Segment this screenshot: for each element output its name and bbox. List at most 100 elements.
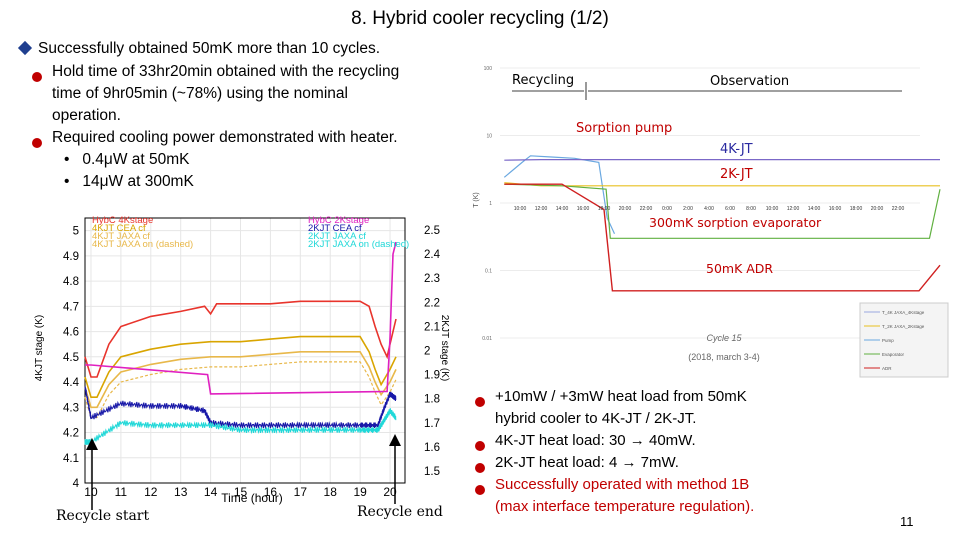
legend-item-1: T_2K JAXA_2Kstage	[882, 324, 925, 329]
right-x-tick-label: 12:00	[787, 206, 800, 212]
right-plot-series	[503, 155, 941, 292]
dot-bullet-icon	[32, 138, 42, 148]
right-y-tick-label: 100	[484, 66, 493, 72]
left-y2-tick-label: 1.5	[424, 466, 440, 478]
bullet-bottom-4: Successfully operated with method 1B (ma…	[475, 474, 755, 518]
left-x-tick-label: 10	[84, 485, 98, 499]
dot-bullet-icon	[475, 397, 485, 407]
bullet-sub1: Hold time of 33hr20min obtained with the…	[32, 61, 400, 127]
left-y-tick-label: 4.9	[63, 251, 79, 263]
right-plot-legend: T_4K JAXA_4Kstage T_2K JAXA_2Kstage Pump…	[859, 302, 949, 378]
cycle-date: (2018, march 3-4)	[688, 352, 760, 362]
left-y2-tick-label: 1.8	[424, 394, 440, 406]
bullet-sub1-line2: time of 9hr05min (~78%) using the nomina…	[52, 85, 348, 102]
bullet-sub2b-text: 14μW at 300mK	[82, 173, 194, 190]
dot-bullet-icon	[475, 485, 485, 495]
right-x-tick-label: 16:00	[829, 206, 842, 212]
left-x-tick-label: 20	[383, 485, 397, 499]
left-x-tick-label: 17	[294, 485, 308, 499]
bullet-sub1-line3: operation.	[52, 107, 121, 124]
right-series-evaporator	[504, 183, 941, 239]
left-y-tick-label: 4	[73, 478, 80, 490]
left-y2-tick-label: 2	[424, 346, 430, 358]
left-series-hybc-2kstage	[85, 241, 397, 395]
left-y2-tick-label: 1.9	[424, 370, 440, 382]
legend-left-0: HybC 4Kstage	[92, 215, 153, 226]
left-y2-tick-label: 1.7	[424, 418, 440, 430]
label-sorption-pump: Sorption pump	[576, 121, 673, 136]
left-series-2kjt-jaxa-cf	[84, 408, 397, 445]
right-x-tick-label: 0:00	[662, 206, 672, 212]
bullet-bottom-1-line1: +10mW / +3mW heat load from 50mK	[495, 388, 747, 405]
bullet-bottom-1-line2: hybrid cooler to 4K-JT / 2K-JT.	[495, 410, 697, 427]
bullet-bottom-3: 2K-JT heat load: 4 → 7mW.	[475, 452, 679, 474]
legend-left-1: 4KJT CEA cf	[92, 223, 146, 234]
left-y-tick-label: 4.4	[63, 377, 80, 389]
bullet-bottom-3-text: 2K-JT heat load: 4 → 7mW.	[495, 454, 679, 471]
left-y-tick-label: 4.5	[63, 352, 79, 364]
right-x-tick-label: 22:00	[640, 206, 653, 212]
bullet-main-text: Successfully obtained 50mK more than 10 …	[38, 40, 381, 57]
bullet-main: Successfully obtained 50mK more than 10 …	[17, 38, 381, 60]
left-y-tick-label: 4.8	[63, 276, 79, 288]
right-x-tick-label: 20:00	[619, 206, 632, 212]
right-x-tick-label: 16:00	[577, 206, 590, 212]
left-y-tick-label: 4.6	[63, 327, 79, 339]
label-evaporator: 300mK sorption evaporator	[649, 215, 822, 230]
left-y2-tick-label: 2.2	[424, 297, 440, 309]
bullet-sub1-line1: Hold time of 33hr20min obtained with the…	[52, 63, 400, 80]
left-plot-ylabel: 4KJT stage (K)	[34, 315, 45, 382]
right-x-tick-label: 22:00	[892, 206, 905, 212]
right-x-tick-label: 18:00	[598, 206, 611, 212]
dot-bullet-icon	[32, 72, 42, 82]
cycle-15-plot: 100 10 1 0.1 0.01 10:00 12:00 14:00 16:00 18:00 20…	[472, 60, 952, 380]
left-y2-tick-label: 2.4	[424, 249, 441, 261]
right-plot-ticks: 100 10 1 0.1 0.01 10:00 12:00 14:00 16:00 18:00 20…	[482, 66, 904, 342]
right-plot-grid	[500, 67, 920, 339]
bullet-bottom-4-line2: (max interface temperature regulation).	[495, 498, 755, 515]
right-x-tick-label: 12:00	[535, 206, 548, 212]
legend-item-4: ADR	[882, 366, 892, 371]
right-series-4k-jt	[504, 159, 940, 161]
left-y-tick-label: 4.3	[63, 402, 79, 414]
caption-recycle-start: Recycle start	[56, 508, 150, 524]
left-series-4kjt-jaxa-cf	[84, 351, 397, 409]
left-y2-tick-label: 2.3	[424, 273, 440, 285]
cycle-label: Cycle 15	[706, 333, 742, 343]
left-y2-tick-label: 2.1	[424, 321, 440, 333]
bullet-sub2b: • 14μW at 300mK	[64, 173, 194, 190]
left-series-hybc-4kstage	[84, 300, 397, 378]
bullet-sub2a-text: 0.4μW at 50mK	[82, 151, 190, 168]
legend-left-3: 4KJT JAXA on (dashed)	[92, 239, 193, 250]
label-recycling: Recycling	[512, 73, 575, 88]
right-y-tick-label: 0.01	[482, 336, 492, 342]
left-x-tick-label: 18	[324, 485, 338, 499]
label-observation: Observation	[710, 74, 790, 89]
right-plot-ylabel: T (K)	[473, 192, 480, 207]
left-x-tick-label: 11	[115, 485, 128, 499]
left-x-tick-label: 16	[264, 485, 278, 499]
label-4k-jt: 4K-JT	[720, 142, 753, 157]
label-adr: 50mK ADR	[706, 261, 774, 276]
left-plot-ticks: 10 11 12 13 14 15 16 17 18 19 20 4 4.1 4.2 4.3 4.4 4.5 4.…	[63, 225, 441, 499]
legend-item-3: Evaporator	[882, 352, 905, 357]
left-plot-frame	[84, 217, 406, 484]
left-y2-tick-label: 2.5	[424, 225, 440, 237]
legend-item-0: T_4K JAXA_4Kstage	[882, 310, 925, 315]
legend-right-3: 2KJT JAXA on (dashed)	[308, 239, 409, 250]
left-y-tick-label: 4.1	[63, 453, 79, 465]
bullet-bottom-2-text: 4K-JT heat load: 30 → 40mW.	[495, 432, 696, 449]
left-y-tick-label: 4.7	[63, 301, 79, 313]
slide-title: 8. Hybrid cooler recycling (1/2)	[351, 8, 609, 29]
right-x-tick-label: 8:00	[746, 206, 756, 212]
bullet-bottom-1: +10mW / +3mW heat load from 50mK hybrid …	[475, 386, 747, 430]
left-y2-tick-label: 1.6	[424, 442, 440, 454]
caption-recycle-end: Recycle end	[357, 504, 443, 520]
left-x-tick-label: 13	[174, 485, 188, 499]
left-y-tick-label: 4.2	[63, 428, 79, 440]
dot-bullet-icon	[475, 463, 485, 473]
legend-item-2: Pump	[882, 338, 894, 343]
left-plot-series	[84, 241, 397, 445]
right-x-tick-label: 4:00	[704, 206, 714, 212]
